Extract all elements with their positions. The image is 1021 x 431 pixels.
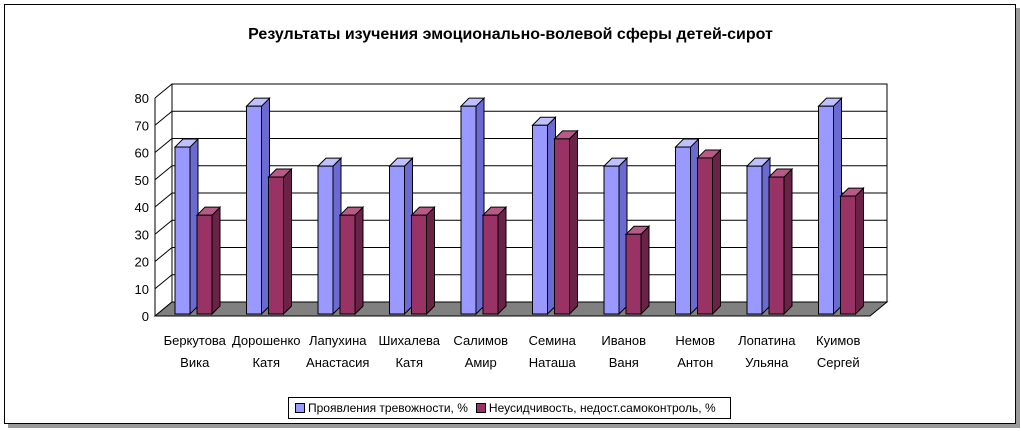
y-tick-label: 80: [135, 91, 149, 106]
bar-restlessness: [554, 138, 570, 315]
y-tick-label: 30: [135, 227, 149, 242]
x-tick-label: Беркутова: [164, 333, 227, 348]
x-tick-label: Лапухина: [309, 333, 367, 348]
bar-anxiety: [174, 146, 191, 315]
bar-restlessness-side: [640, 225, 650, 316]
x-tick-label: Анастасия: [306, 355, 369, 370]
x-tick-label: Немов: [675, 333, 715, 348]
bar-restlessness: [196, 214, 213, 315]
bar-restlessness: [625, 233, 642, 315]
x-tick-label: Лопатина: [738, 333, 796, 348]
bar-anxiety: [818, 105, 834, 315]
bar-restlessness: [482, 214, 499, 315]
bar-restlessness-side: [569, 129, 578, 316]
x-tick-label: Семина: [529, 333, 577, 348]
bar-restlessness-side: [354, 205, 364, 316]
x-tick-label: Амир: [465, 355, 497, 370]
bar-restlessness-side: [855, 186, 864, 316]
bar-anxiety: [603, 165, 620, 315]
legend-label-anxiety: Проявления тревожности, %: [308, 401, 468, 415]
bar-anxiety: [532, 124, 548, 315]
gridline-diagonal: [154, 274, 173, 290]
bar-restlessness-side: [712, 148, 721, 316]
legend-label-restlessness: Неусидчивость, недост.самоконтроль, %: [488, 401, 716, 415]
x-tick-label: Куимов: [816, 333, 861, 348]
gridline-diagonal: [154, 138, 173, 153]
bar-restlessness: [339, 214, 356, 315]
x-tick-label: Дорошенко: [232, 333, 301, 348]
gridline-diagonal: [154, 110, 173, 126]
bar-restlessness-side: [783, 167, 793, 316]
x-tick-label: Вика: [180, 355, 210, 370]
bar-restlessness-side: [426, 205, 435, 316]
x-tick-label: Сергей: [817, 355, 860, 370]
bar-restlessness: [411, 214, 427, 315]
bar-restlessness: [268, 176, 284, 315]
bar-anxiety: [317, 165, 334, 315]
legend: Проявления тревожности, % Неусидчивость,…: [288, 397, 731, 419]
bar-restlessness-side: [497, 205, 507, 316]
bar-anxiety: [675, 146, 691, 315]
x-tick-label: Наташа: [529, 355, 577, 370]
x-tick-label: Антон: [677, 355, 713, 370]
y-tick-label: 10: [135, 282, 149, 297]
y-tick-label: 0: [142, 309, 149, 324]
x-tick-label: Катя: [395, 355, 423, 370]
bar-restlessness-side: [283, 167, 292, 316]
y-tick-label: 50: [135, 173, 149, 188]
bar-restlessness: [697, 157, 713, 315]
x-tick-label: Иванов: [601, 333, 646, 348]
bar-anxiety: [460, 105, 477, 315]
x-tick-label: Ульяна: [745, 355, 789, 370]
gridline-diagonal: [154, 219, 173, 235]
x-tick-label: Шихалева: [378, 333, 440, 348]
bar-restlessness: [840, 195, 856, 315]
gridline-diagonal: [154, 247, 173, 262]
y-tick-label: 60: [135, 146, 149, 161]
x-tick-label: Ваня: [609, 355, 639, 370]
bar-restlessness: [768, 176, 785, 315]
chart-title: Результаты изучения эмоционально-волевой…: [248, 26, 773, 43]
y-tick-label: 70: [135, 118, 149, 133]
bar-anxiety: [746, 165, 763, 315]
bar-anxiety: [246, 105, 262, 315]
gridline-diagonal: [154, 192, 173, 208]
y-tick-label: 20: [135, 255, 149, 270]
gridline-diagonal: [154, 83, 173, 99]
x-tick-label: Салимов: [453, 333, 508, 348]
x-tick-label: Катя: [252, 355, 280, 370]
bar-restlessness-side: [211, 205, 221, 316]
legend-swatch-restlessness: [475, 403, 486, 413]
y-tick-label: 40: [135, 200, 149, 215]
bar-anxiety: [389, 165, 405, 315]
legend-item-anxiety: Проявления тревожности, %: [295, 401, 468, 415]
legend-item-restlessness: Неусидчивость, недост.самоконтроль, %: [475, 401, 716, 415]
legend-swatch-anxiety: [295, 403, 305, 413]
gridline-diagonal: [154, 165, 173, 181]
